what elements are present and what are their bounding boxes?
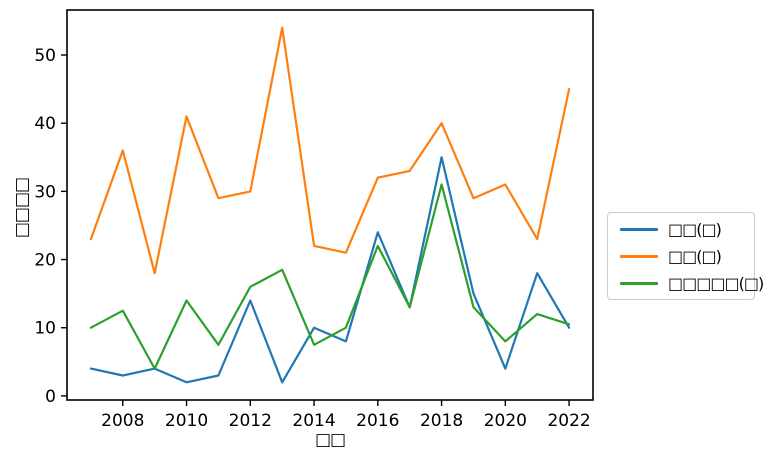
y-tick-label: 30 (34, 182, 56, 202)
plot-border (66, 9, 594, 401)
series-line-orange (89, 26, 571, 275)
legend-label: □□□□□(□) (668, 273, 764, 293)
y-tick-label: 0 (45, 387, 56, 407)
legend-line-swatch-blue (620, 227, 658, 231)
x-tick-label: 2014 (292, 411, 335, 431)
legend-label: □□(□) (668, 246, 722, 266)
x-tick-label: 2016 (356, 411, 399, 431)
legend-line-swatch-orange (620, 254, 658, 258)
series-line-green (89, 183, 571, 370)
legend-entry-series-1: □□(□) (620, 247, 754, 266)
legend-line-swatch-green (620, 281, 658, 285)
x-tick-label: 2018 (420, 411, 463, 431)
y-tick-label: 10 (34, 319, 56, 339)
y-tick-label: 20 (34, 251, 56, 271)
legend-entry-series-0: □□(□) (620, 220, 754, 239)
legend-label: □□(□) (668, 219, 722, 239)
x-tick-label: 2022 (547, 411, 590, 431)
y-tick-label: 50 (34, 46, 56, 66)
x-tick-label: 2020 (484, 411, 527, 431)
x-axis-label: □□ (314, 430, 346, 450)
x-tick-label: 2012 (229, 411, 272, 431)
y-tick-label: 40 (34, 114, 56, 134)
series-line-blue (89, 156, 571, 384)
legend: □□(□) □□(□) □□□□□(□) (607, 212, 764, 300)
x-tick-label: 2008 (101, 411, 144, 431)
y-axis-label: □□□□ (12, 177, 32, 239)
x-tick-label: 2010 (165, 411, 208, 431)
legend-entry-series-2: □□□□□(□) (620, 274, 764, 293)
